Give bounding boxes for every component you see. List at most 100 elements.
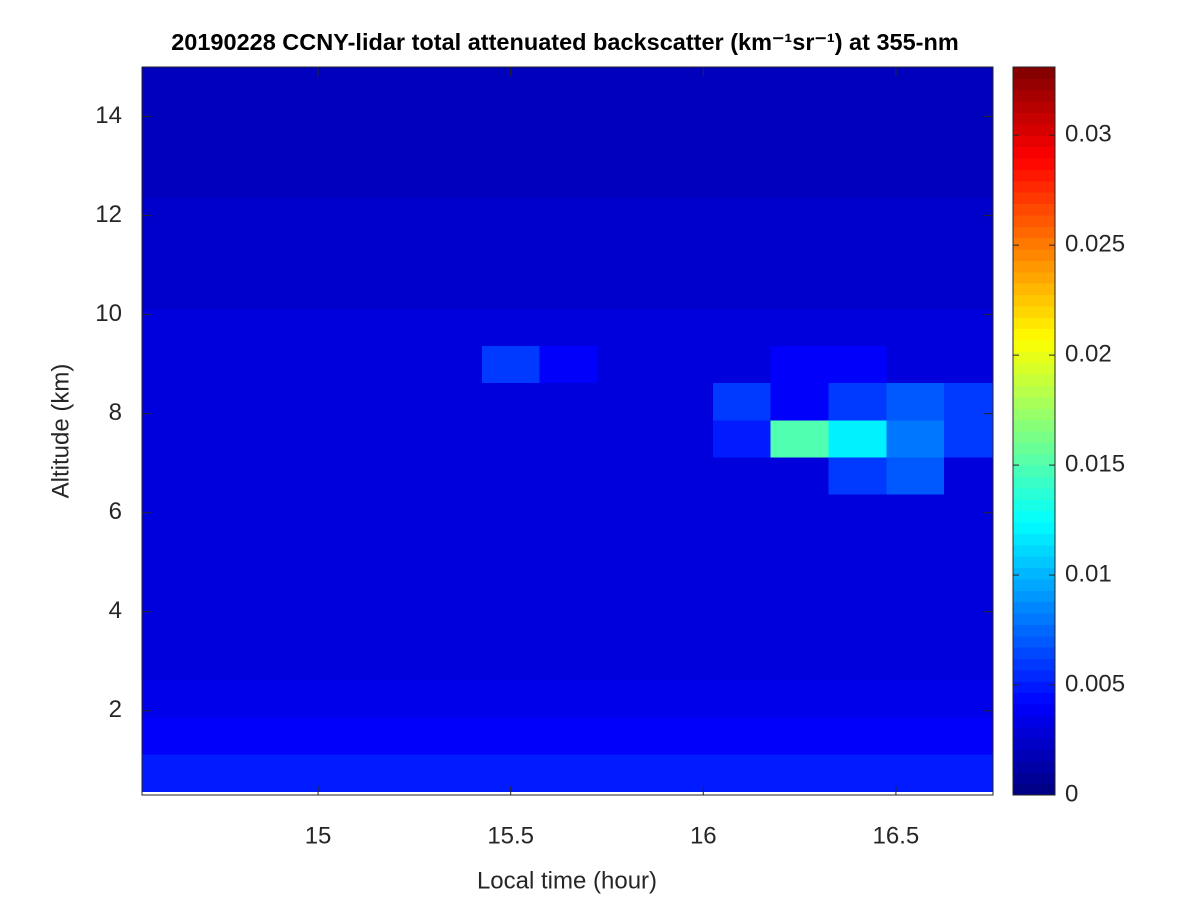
- heatmap-cell: [655, 717, 714, 755]
- colorbar-step: [1013, 510, 1055, 523]
- x-tick-label: 16: [690, 822, 717, 849]
- colorbar-step: [1013, 158, 1055, 170]
- colorbar-step: [1013, 544, 1055, 557]
- colorbar-step: [1013, 647, 1055, 659]
- colorbar-tick-label: 0.02: [1065, 340, 1112, 367]
- heatmap-cell: [539, 531, 598, 569]
- colorbar-step: [1013, 203, 1055, 216]
- heatmap-cell: [250, 308, 309, 347]
- heatmap-cell: [250, 85, 309, 124]
- heatmap-cell: [539, 457, 598, 495]
- heatmap-cell: [944, 531, 993, 569]
- heatmap-cell: [539, 605, 598, 644]
- colorbar-step: [1013, 385, 1055, 398]
- y-tick-label: 4: [109, 597, 122, 624]
- heatmap-cell: [250, 67, 309, 87]
- heatmap-cell: [597, 568, 656, 607]
- heatmap-cell: [142, 531, 194, 569]
- colorbar-step: [1013, 249, 1055, 261]
- heatmap-cell: [423, 679, 483, 718]
- colorbar-tick-label: 0: [1065, 780, 1078, 807]
- x-tick-label: 15.5: [487, 822, 534, 849]
- colorbar-step: [1013, 192, 1055, 204]
- heatmap-cell: [828, 197, 887, 235]
- heatmap-cell: [192, 717, 252, 755]
- heatmap-cell: [770, 679, 830, 718]
- heatmap-cell: [142, 605, 194, 644]
- colorbar-step: [1013, 419, 1055, 432]
- heatmap-cell: [481, 159, 541, 198]
- heatmap-cell: [944, 85, 993, 124]
- heatmap-cell: [597, 419, 656, 458]
- heatmap-cell: [192, 271, 252, 309]
- heatmap-cell: [886, 67, 945, 87]
- heatmap-cell: [770, 122, 830, 161]
- heatmap-cell: [828, 122, 887, 161]
- colorbar-step: [1013, 453, 1055, 466]
- heatmap-cell: [597, 308, 656, 347]
- heatmap-cell: [366, 85, 425, 124]
- heatmap-cell: [886, 159, 945, 198]
- heatmap-cell: [481, 345, 541, 384]
- heatmap-cell: [944, 642, 993, 681]
- colorbar-step: [1013, 135, 1055, 148]
- heatmap-cell: [828, 605, 887, 644]
- heatmap-cell: [770, 85, 830, 124]
- heatmap-cell: [366, 457, 425, 495]
- heatmap-cell: [142, 419, 194, 458]
- heatmap-cell: [308, 197, 367, 235]
- heatmap-cell: [142, 717, 194, 755]
- heatmap-cell: [142, 85, 194, 124]
- heatmap-cell: [250, 159, 309, 198]
- heatmap-cell: [539, 271, 598, 309]
- heatmap-cell: [712, 754, 772, 792]
- heatmap-cell: [366, 531, 425, 569]
- heatmap-cell: [250, 382, 309, 421]
- heatmap-cell: [655, 642, 714, 681]
- heatmap-cell: [712, 159, 772, 198]
- heatmap-cell: [539, 382, 598, 421]
- heatmap-cell: [366, 308, 425, 347]
- heatmap-cell: [944, 754, 993, 792]
- colorbar-step: [1013, 78, 1055, 91]
- heatmap-cell: [142, 568, 194, 607]
- heatmap-cell: [423, 382, 483, 421]
- heatmap-cell: [886, 642, 945, 681]
- colorbar-step: [1013, 738, 1055, 750]
- heatmap-cell: [712, 67, 772, 87]
- heatmap-cell: [655, 308, 714, 347]
- heatmap-cell: [712, 271, 772, 309]
- heatmap-cell: [250, 754, 309, 792]
- heatmap-cell: [308, 457, 367, 495]
- heatmap-cell: [481, 568, 541, 607]
- heatmap-cell: [192, 605, 252, 644]
- heatmap-cell: [192, 159, 252, 198]
- heatmap-cell: [423, 754, 483, 792]
- y-tick-label: 6: [109, 498, 122, 525]
- colorbar-step: [1013, 374, 1055, 386]
- heatmap-cell: [828, 345, 887, 384]
- heatmap-cell: [655, 271, 714, 309]
- heatmap-cell: [481, 642, 541, 681]
- heatmap-cell: [366, 67, 425, 87]
- heatmap-cell: [886, 419, 945, 458]
- y-tick-label: 12: [95, 201, 122, 228]
- heatmap-cell: [770, 605, 830, 644]
- heatmap-cell: [539, 754, 598, 792]
- colorbar-step: [1013, 624, 1055, 637]
- heatmap-cell: [770, 159, 830, 198]
- y-axis-label: Altitude (km): [47, 364, 74, 499]
- heatmap-cell: [192, 754, 252, 792]
- heatmap-cell: [655, 754, 714, 792]
- heatmap-cell: [142, 308, 194, 347]
- heatmap-cell: [142, 345, 194, 384]
- heatmap-cell: [366, 754, 425, 792]
- heatmap-cell: [423, 234, 483, 272]
- heatmap-cell: [655, 679, 714, 718]
- colorbar-step: [1013, 692, 1055, 705]
- heatmap-cell: [712, 419, 772, 458]
- heatmap-cell: [597, 122, 656, 161]
- heatmap-cell: [539, 197, 598, 235]
- heatmap-cell: [886, 754, 945, 792]
- heatmap-cell: [366, 197, 425, 235]
